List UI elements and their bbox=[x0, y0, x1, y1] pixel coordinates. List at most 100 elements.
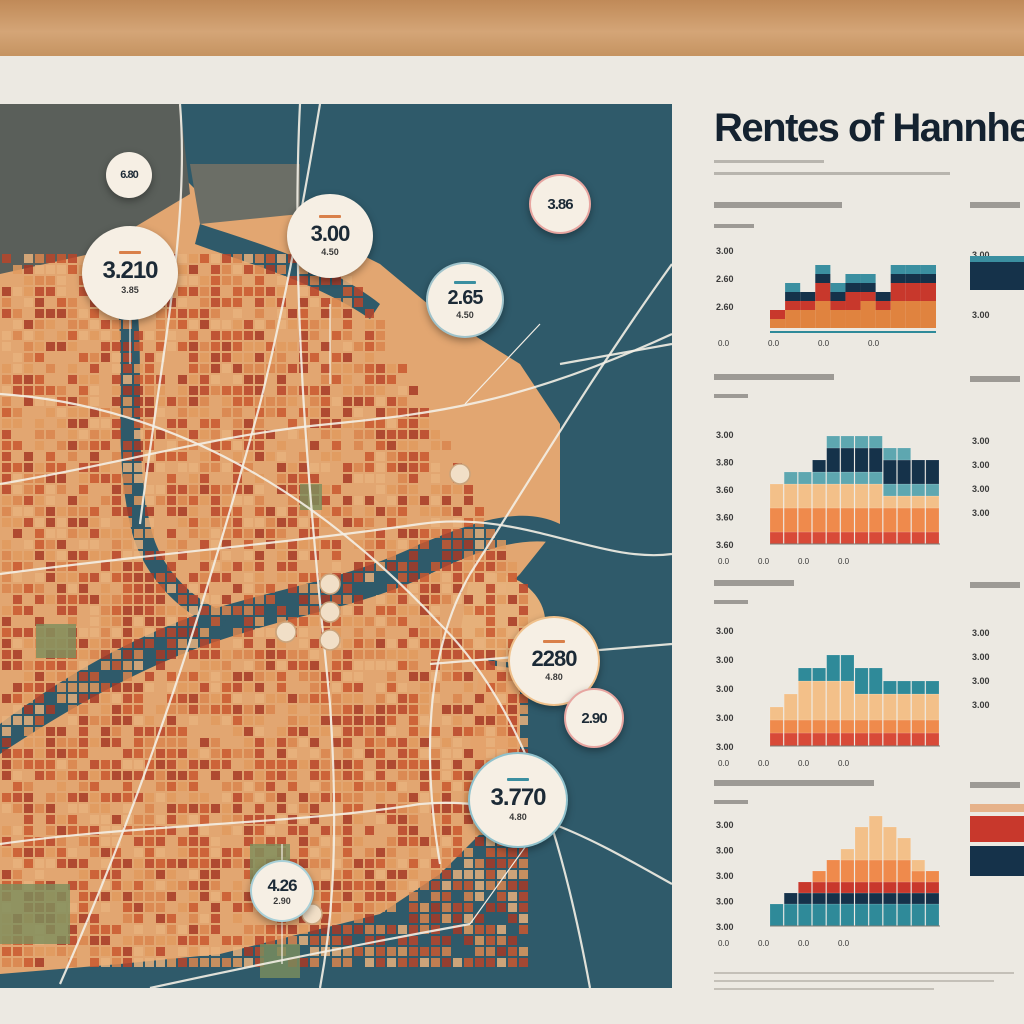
city-block bbox=[519, 914, 528, 923]
city-block bbox=[420, 463, 429, 472]
city-block bbox=[332, 331, 341, 340]
city-block bbox=[398, 474, 407, 483]
city-block bbox=[255, 727, 264, 736]
bar-segment bbox=[925, 680, 940, 695]
city-block bbox=[79, 716, 88, 725]
city-block bbox=[486, 562, 495, 571]
city-block bbox=[486, 936, 495, 945]
city-block bbox=[288, 309, 297, 318]
bar-segment bbox=[911, 892, 926, 905]
city-block bbox=[409, 430, 418, 439]
city-block bbox=[266, 705, 275, 714]
city-block bbox=[13, 628, 22, 637]
city-block bbox=[310, 353, 319, 362]
city-block bbox=[79, 749, 88, 758]
city-block bbox=[486, 859, 495, 868]
city-block bbox=[431, 606, 440, 615]
city-block bbox=[112, 496, 121, 505]
city-block bbox=[442, 848, 451, 857]
price-bubble[interactable]: 3.86 bbox=[529, 174, 591, 234]
city-block bbox=[332, 826, 341, 835]
city-block bbox=[134, 738, 143, 747]
city-block bbox=[2, 309, 11, 318]
city-block bbox=[475, 551, 484, 560]
city-block bbox=[134, 683, 143, 692]
city-block bbox=[343, 375, 352, 384]
y-tick-label: 3.00 bbox=[716, 626, 734, 636]
city-block bbox=[288, 727, 297, 736]
city-block bbox=[398, 705, 407, 714]
city-block bbox=[134, 529, 143, 538]
city-block bbox=[123, 485, 132, 494]
city-block bbox=[112, 485, 121, 494]
city-block bbox=[167, 716, 176, 725]
bar-segment bbox=[770, 310, 786, 319]
city-block bbox=[211, 716, 220, 725]
price-bubble[interactable]: 4.26 2.90 bbox=[250, 860, 314, 922]
city-block bbox=[398, 441, 407, 450]
price-bubble[interactable]: 2.90 bbox=[564, 688, 624, 748]
city-block bbox=[79, 694, 88, 703]
city-block bbox=[277, 386, 286, 395]
city-block bbox=[13, 518, 22, 527]
city-block bbox=[277, 276, 286, 285]
price-bubble[interactable]: 3.00 4.50 bbox=[287, 194, 373, 278]
city-block bbox=[222, 606, 231, 615]
city-block bbox=[211, 694, 220, 703]
bar-segment bbox=[800, 292, 816, 301]
city-block bbox=[354, 881, 363, 890]
city-block bbox=[79, 573, 88, 582]
city-block bbox=[464, 848, 473, 857]
road bbox=[559, 342, 672, 366]
bar-segment bbox=[769, 507, 784, 533]
city-block bbox=[123, 320, 132, 329]
city-block bbox=[343, 617, 352, 626]
city-block bbox=[442, 551, 451, 560]
city-block bbox=[288, 782, 297, 791]
city-block bbox=[112, 661, 121, 670]
bar-segment bbox=[798, 892, 812, 905]
city-block bbox=[46, 309, 55, 318]
price-bubble[interactable]: 2.65 4.50 bbox=[426, 262, 504, 338]
city-block bbox=[79, 914, 88, 923]
city-block bbox=[244, 870, 253, 879]
x-tick-label: 0.0 bbox=[798, 759, 810, 768]
city-block bbox=[288, 419, 297, 428]
city-block bbox=[90, 551, 99, 560]
bar-segment bbox=[783, 732, 798, 747]
city-block bbox=[310, 936, 319, 945]
city-block bbox=[387, 782, 396, 791]
city-block bbox=[321, 760, 330, 769]
city-block bbox=[101, 573, 110, 582]
city-block bbox=[244, 958, 253, 967]
city-block bbox=[68, 584, 77, 593]
bar-segment bbox=[883, 719, 897, 734]
city-block bbox=[376, 771, 385, 780]
city-block bbox=[288, 617, 297, 626]
city-block bbox=[68, 606, 77, 615]
city-block bbox=[442, 859, 451, 868]
price-bubble[interactable]: 3.770 4.80 bbox=[468, 752, 568, 848]
bar-segment bbox=[854, 693, 869, 721]
city-block bbox=[35, 958, 44, 967]
city-block bbox=[24, 353, 33, 362]
city-block bbox=[266, 672, 275, 681]
city-block bbox=[24, 628, 33, 637]
city-block bbox=[255, 430, 264, 439]
city-block bbox=[211, 595, 220, 604]
city-block bbox=[211, 463, 220, 472]
price-bubble[interactable]: 6.80 bbox=[106, 152, 152, 198]
bar-segment bbox=[897, 507, 911, 533]
city-block bbox=[475, 947, 484, 956]
city-block bbox=[178, 672, 187, 681]
city-block bbox=[35, 386, 44, 395]
city-block bbox=[178, 727, 187, 736]
city-block bbox=[200, 661, 209, 670]
city-block bbox=[24, 947, 33, 956]
city-block bbox=[178, 760, 187, 769]
city-block bbox=[156, 760, 165, 769]
price-bubble[interactable]: 3.210 3.85 bbox=[82, 226, 178, 320]
city-block bbox=[167, 793, 176, 802]
city-block bbox=[79, 518, 88, 527]
city-block bbox=[123, 353, 132, 362]
